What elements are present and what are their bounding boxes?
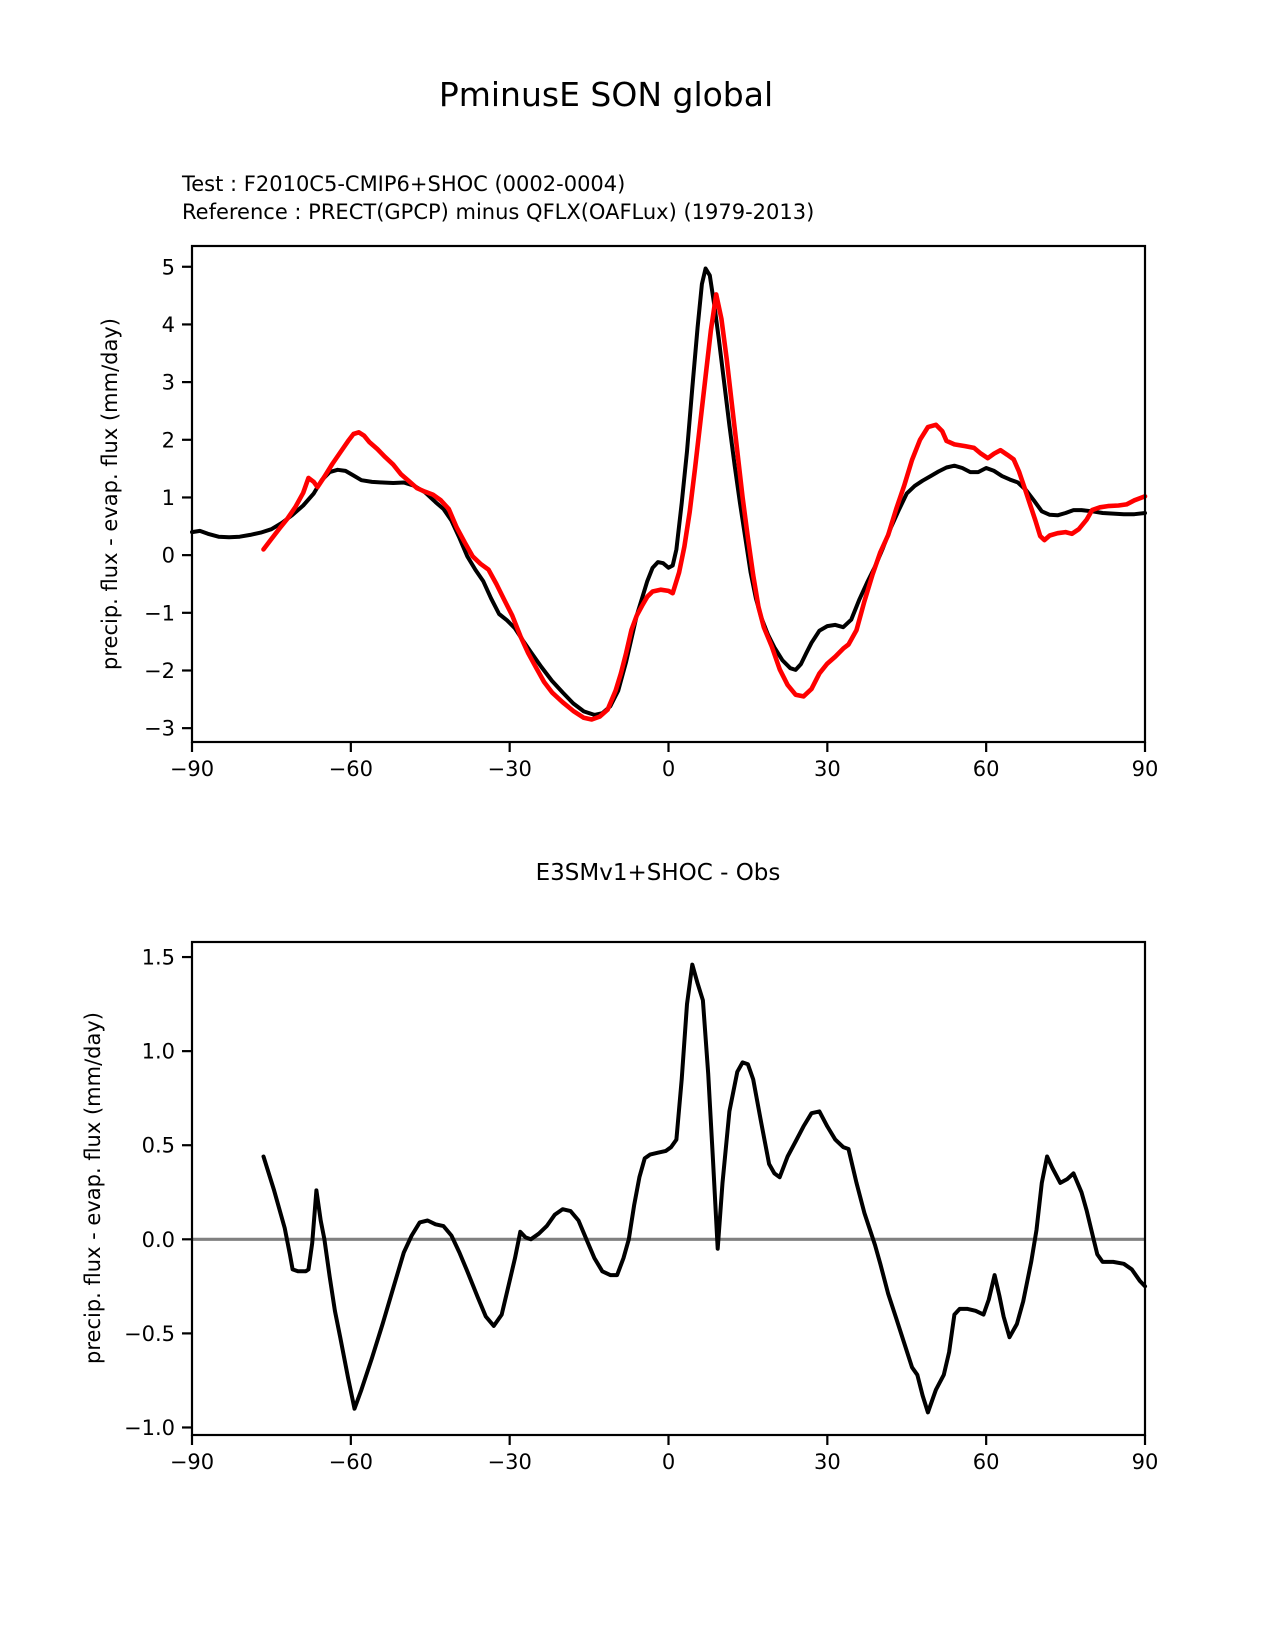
bottom-plot-title: E3SMv1+SHOC - Obs — [536, 860, 781, 886]
x-tick-label: 60 — [973, 1450, 1000, 1474]
x-tick-label: 90 — [1132, 757, 1159, 781]
y-tick-label: 1.5 — [142, 946, 175, 970]
y-tick-label: 1 — [162, 486, 175, 510]
y-tick-label: 0.5 — [142, 1134, 175, 1158]
axes-frame — [190, 940, 1147, 1437]
figure-title: PminusE SON global — [439, 75, 773, 114]
x-tick-label: 0 — [662, 757, 675, 781]
legend-test-label: Test : F2010C5-CMIP6+SHOC (0002-0004) — [181, 172, 625, 196]
y-tick-label: −1 — [144, 601, 175, 625]
y-tick-label: 4 — [162, 313, 175, 337]
x-tick-label: 30 — [814, 757, 841, 781]
y-tick-label: 5 — [162, 255, 175, 279]
y-tick-label: −3 — [144, 717, 175, 741]
y-tick-label: −2 — [144, 659, 175, 683]
y-tick-label: −1.0 — [124, 1416, 175, 1440]
x-tick-label: 0 — [662, 1450, 675, 1474]
x-tick-label: 60 — [973, 757, 1000, 781]
top-y-axis-label: precip. flux - evap. flux (mm/day) — [98, 318, 122, 670]
y-tick-label: 3 — [162, 371, 175, 395]
x-tick-label: −90 — [170, 757, 214, 781]
y-tick-label: 1.0 — [142, 1040, 175, 1064]
legend-reference-label: Reference : PRECT(GPCP) minus QFLX(OAFLu… — [182, 200, 814, 224]
reference-line — [261, 292, 1148, 722]
difference-line — [261, 962, 1147, 1415]
y-tick-label: 0 — [162, 544, 175, 568]
test-line — [190, 266, 1147, 717]
x-tick-label: −60 — [329, 757, 373, 781]
x-tick-label: 30 — [814, 1450, 841, 1474]
x-tick-label: 90 — [1132, 1450, 1159, 1474]
x-tick-label: −60 — [329, 1450, 373, 1474]
top-axes: −90 −60 −30 0 30 60 90 5 4 3 2 1 0 −1 −2 −3 — [144, 244, 1159, 781]
x-tick-label: −30 — [488, 1450, 532, 1474]
bottom-axes: −90 −60 −30 0 30 60 90 1.5 1.0 0.5 0.0 −0.5 −1.0 — [124, 940, 1159, 1474]
x-tick-label: −30 — [488, 757, 532, 781]
axes-frame — [190, 244, 1147, 744]
y-tick-label: −0.5 — [124, 1322, 175, 1346]
x-tick-label: −90 — [170, 1450, 214, 1474]
y-tick-label: 0.0 — [142, 1228, 175, 1252]
y-tick-label: 2 — [162, 428, 175, 452]
bottom-y-axis-label: precip. flux - evap. flux (mm/day) — [81, 1012, 105, 1364]
